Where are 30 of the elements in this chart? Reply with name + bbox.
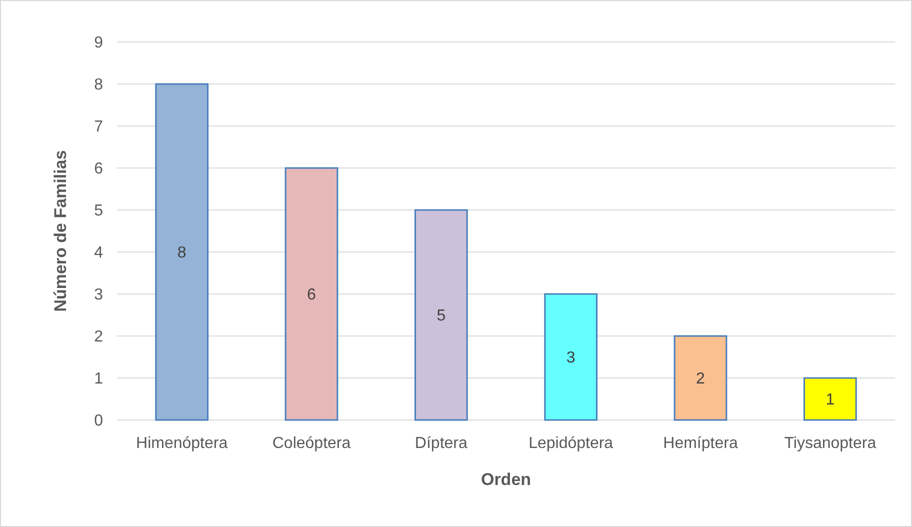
data-label: 6 bbox=[307, 286, 316, 304]
bar bbox=[414, 209, 468, 421]
y-tick-label: 5 bbox=[94, 202, 104, 220]
x-tick-label: Díptera bbox=[414, 435, 468, 452]
y-tick-label: 7 bbox=[94, 118, 104, 136]
y-tick-label: 2 bbox=[94, 328, 104, 346]
data-label: 1 bbox=[826, 392, 835, 409]
data-label: 3 bbox=[566, 350, 576, 367]
x-tick-label: Lepidóptera bbox=[528, 435, 614, 452]
y-tick-label: 8 bbox=[94, 76, 104, 94]
x-tick-label: Himenóptera bbox=[136, 435, 228, 452]
y-tick-label: 1 bbox=[94, 370, 104, 388]
bar bbox=[284, 167, 338, 421]
bar bbox=[155, 83, 209, 421]
data-label: 8 bbox=[177, 244, 186, 262]
y-tick-label: 3 bbox=[94, 286, 104, 304]
y-tick-label: 9 bbox=[94, 34, 104, 52]
bar bbox=[803, 377, 857, 421]
y-tick-label: 4 bbox=[94, 244, 104, 262]
y-tick-label: 6 bbox=[94, 160, 104, 178]
x-tick-label: Hemíptera bbox=[663, 435, 738, 452]
data-label: 2 bbox=[696, 370, 706, 388]
y-tick-label: 0 bbox=[94, 412, 104, 430]
x-tick-label: Coleóptera bbox=[272, 435, 351, 452]
y-axis-title: Número de Familias bbox=[51, 150, 70, 312]
data-label: 5 bbox=[436, 308, 446, 325]
bar bbox=[674, 335, 728, 421]
x-tick-label: Tiysanoptera bbox=[784, 435, 876, 452]
x-axis-title: Orden bbox=[480, 470, 532, 489]
bar bbox=[544, 293, 598, 421]
